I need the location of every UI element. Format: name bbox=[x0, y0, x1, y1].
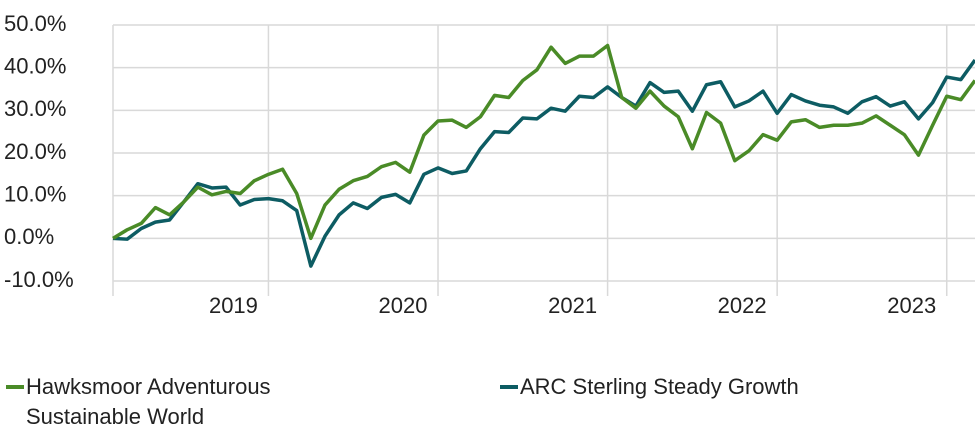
legend-item: Hawksmoor Adventurous Sustainable World bbox=[6, 372, 366, 432]
legend-item: ARC Sterling Steady Growth bbox=[500, 372, 799, 402]
chart: -10.0% 0.0% 10.0% 20.0% 30.0% 40.0% 50.0% 2019 2… bbox=[4, 11, 975, 318]
legend-swatch bbox=[6, 385, 24, 389]
y-tick-label: 50.0% bbox=[4, 11, 66, 36]
y-tick-label: -10.0% bbox=[4, 267, 74, 292]
y-tick-label: 10.0% bbox=[4, 181, 66, 206]
legend-label: Hawksmoor Adventurous Sustainable World bbox=[26, 374, 271, 429]
y-tick-label: 40.0% bbox=[4, 53, 66, 78]
x-tick-label: 2020 bbox=[379, 293, 428, 318]
y-tick-label: 0.0% bbox=[4, 224, 54, 249]
x-tick-label: 2021 bbox=[548, 293, 597, 318]
x-tick-label: 2022 bbox=[718, 293, 767, 318]
x-tick-label: 2023 bbox=[887, 293, 936, 318]
y-tick-label: 20.0% bbox=[4, 139, 66, 164]
legend-swatch bbox=[500, 385, 518, 389]
series-line bbox=[112, 43, 975, 241]
x-tick-label: 2019 bbox=[209, 293, 258, 318]
series-line bbox=[112, 58, 975, 268]
y-tick-label: 30.0% bbox=[4, 96, 66, 121]
legend-label: ARC Sterling Steady Growth bbox=[520, 374, 799, 399]
